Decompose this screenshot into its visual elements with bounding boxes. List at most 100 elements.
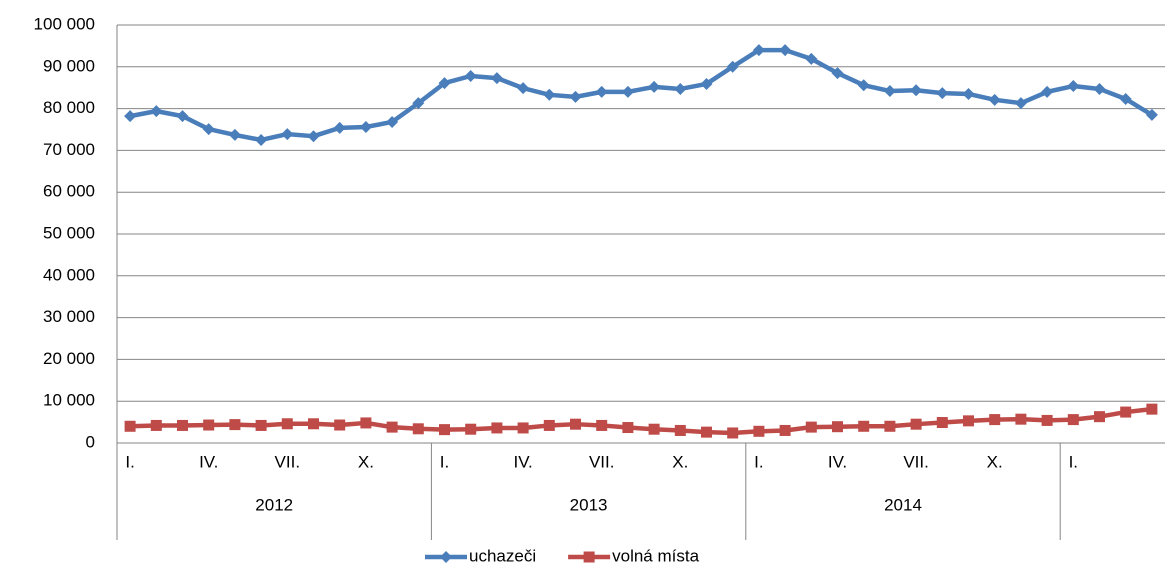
point-marker (438, 77, 451, 90)
point-marker (727, 427, 739, 439)
series-line (130, 406, 1153, 436)
x-tick-label: X. (672, 452, 688, 471)
point-marker (700, 77, 713, 90)
point-marker (1093, 82, 1106, 95)
point-marker (779, 44, 792, 57)
point-marker (202, 123, 215, 136)
y-tick-label: 80 000 (43, 98, 95, 117)
point-marker (569, 90, 582, 103)
point-marker (439, 424, 450, 436)
point-marker (674, 82, 687, 95)
point-marker (1146, 403, 1158, 415)
point-marker (596, 419, 608, 431)
point-marker (1041, 85, 1054, 98)
point-marker (124, 110, 137, 123)
point-marker (583, 551, 595, 563)
x-tick-label: IV. (513, 452, 532, 471)
point-marker (570, 418, 581, 430)
year-label: 2014 (884, 495, 922, 514)
point-marker (674, 424, 686, 436)
point-marker (465, 423, 477, 435)
point-marker (412, 423, 424, 435)
point-marker (1119, 92, 1132, 105)
point-marker (281, 128, 294, 141)
point-marker (1094, 411, 1105, 423)
point-marker (1014, 97, 1027, 110)
point-marker (203, 419, 215, 431)
point-marker (386, 421, 398, 433)
point-marker (386, 115, 399, 128)
point-marker (963, 415, 974, 427)
point-marker (229, 419, 241, 431)
x-tick-label: X. (358, 452, 374, 471)
point-marker (1067, 80, 1080, 93)
y-tick-label: 20 000 (43, 349, 95, 368)
point-marker (440, 551, 452, 563)
point-marker (884, 420, 896, 432)
point-marker (832, 421, 843, 433)
point-marker (989, 414, 1001, 426)
point-marker (701, 426, 712, 438)
point-marker (648, 423, 660, 435)
point-marker (543, 88, 556, 101)
point-marker (543, 419, 555, 431)
point-marker (228, 128, 241, 141)
point-marker (124, 420, 136, 432)
point-marker (753, 425, 765, 437)
point-marker (333, 121, 346, 134)
x-tick-label: I. (754, 452, 763, 471)
point-marker (491, 422, 503, 434)
point-marker (805, 52, 818, 65)
year-label: 2012 (255, 495, 293, 514)
y-tick-label: 30 000 (43, 307, 95, 326)
point-marker (936, 417, 948, 429)
point-marker (962, 87, 975, 100)
point-marker (255, 419, 267, 431)
legend-label: uchazeči (469, 546, 536, 565)
point-marker (308, 418, 319, 430)
point-marker (464, 69, 477, 82)
point-marker (883, 85, 896, 98)
point-marker (857, 79, 870, 92)
point-marker (517, 422, 529, 434)
point-marker (595, 85, 608, 98)
point-marker (648, 80, 661, 93)
y-tick-label: 60 000 (43, 182, 95, 201)
y-tick-label: 70 000 (43, 140, 95, 159)
x-tick-label: IV. (828, 452, 847, 471)
point-marker (490, 72, 503, 85)
y-tick-label: 100 000 (34, 14, 95, 33)
y-tick-label: 50 000 (43, 223, 95, 242)
point-marker (360, 417, 372, 429)
x-tick-label: IV. (199, 452, 218, 471)
point-marker (936, 87, 949, 100)
point-marker (910, 84, 923, 97)
y-tick-label: 0 (86, 432, 95, 451)
point-marker (621, 85, 634, 98)
point-marker (176, 110, 189, 123)
legend-label: volná místa (612, 546, 699, 565)
x-tick-label: I. (1069, 452, 1078, 471)
point-marker (1145, 108, 1158, 121)
y-tick-label: 40 000 (43, 265, 95, 284)
point-marker (752, 44, 765, 57)
point-marker (281, 418, 293, 430)
point-marker (805, 421, 817, 433)
point-marker (858, 420, 870, 432)
point-marker (517, 82, 530, 95)
point-marker (831, 67, 844, 80)
point-marker (150, 419, 162, 431)
x-tick-label: VII. (589, 452, 615, 471)
point-marker (1041, 414, 1053, 426)
x-tick-label: I. (125, 452, 134, 471)
y-tick-label: 90 000 (43, 56, 95, 75)
year-label: 2013 (570, 495, 608, 514)
point-marker (412, 97, 425, 110)
x-tick-label: VII. (275, 452, 301, 471)
point-marker (177, 419, 188, 431)
x-tick-label: X. (987, 452, 1003, 471)
point-marker (988, 93, 1001, 106)
point-marker (1015, 413, 1027, 425)
series-line (129, 47, 1154, 143)
